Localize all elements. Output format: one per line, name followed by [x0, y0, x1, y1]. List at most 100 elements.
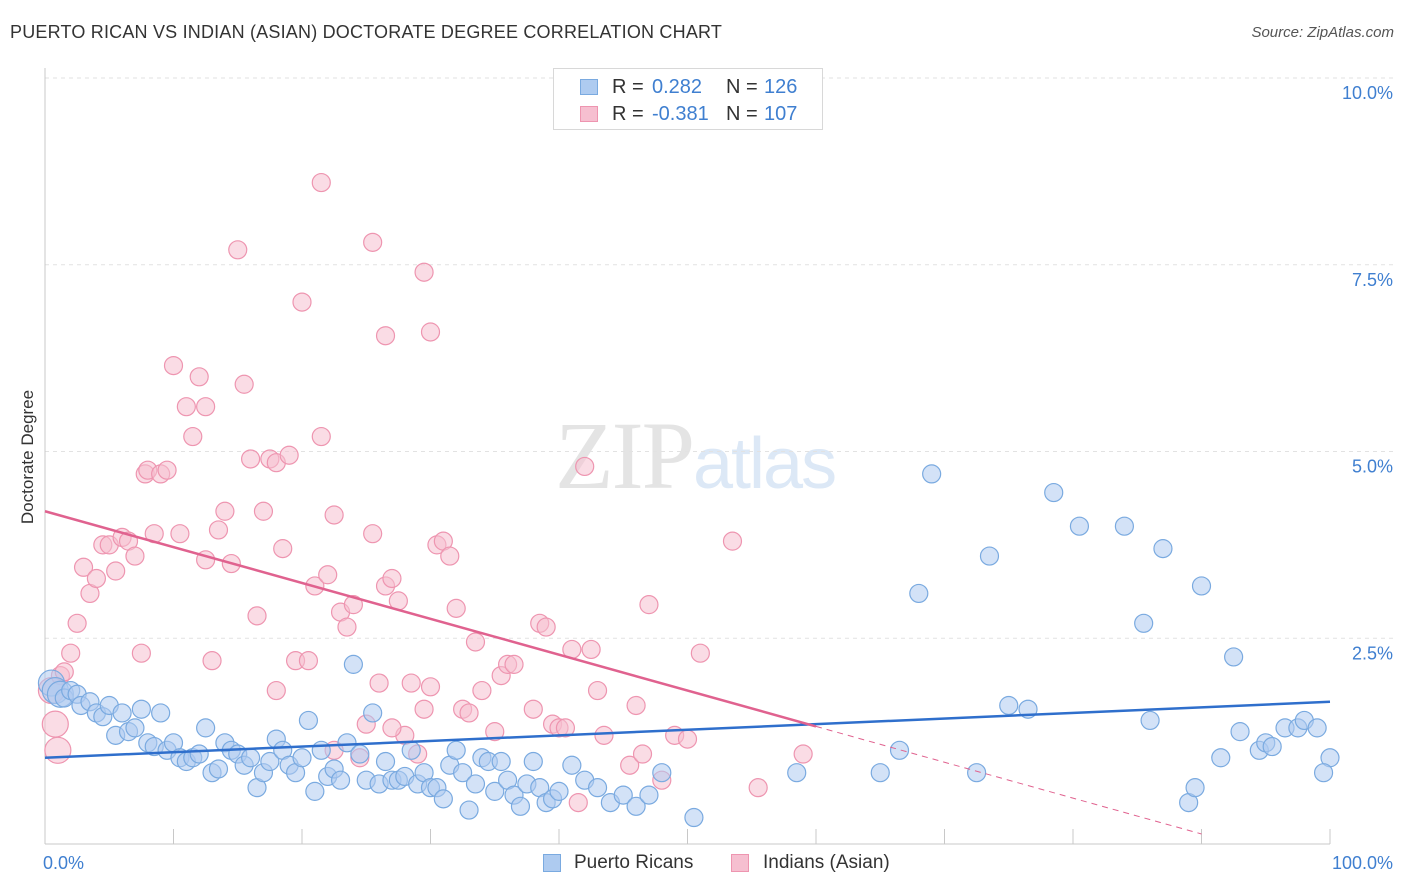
data-point: [260, 751, 280, 772]
data-point: [202, 651, 222, 671]
data-point: [465, 632, 486, 652]
data-point: [967, 763, 987, 783]
data-point: [684, 807, 704, 828]
data-point: [639, 785, 659, 805]
data-point: [1230, 722, 1250, 742]
data-point: [549, 781, 569, 801]
data-point: [196, 718, 216, 738]
watermark-zip: ZIP: [555, 402, 695, 509]
data-point: [382, 718, 402, 738]
trend-line-indians-asian-extension: [815, 725, 1202, 835]
data-point: [382, 568, 402, 589]
data-point: [363, 232, 383, 252]
data-point: [279, 445, 299, 465]
bottom-legend-swatch-blue: [543, 854, 561, 872]
data-point: [677, 729, 698, 749]
data-point: [889, 740, 910, 760]
data-point: [241, 449, 261, 469]
legend-n-label: N =: [726, 76, 758, 98]
data-point: [420, 677, 441, 697]
data-point: [1134, 613, 1154, 633]
data-point: [234, 374, 254, 394]
data-point: [131, 699, 151, 719]
data-point: [1153, 539, 1173, 559]
data-point: [157, 460, 177, 480]
data-point: [311, 740, 331, 760]
data-point: [318, 565, 338, 585]
data-point: [510, 796, 531, 816]
data-point: [1307, 718, 1327, 738]
axis-labels: 2.5% 5.0% 7.5% 10.0% 0.0% 100.0% Doctorate Deg…: [18, 83, 1393, 873]
data-point: [472, 680, 492, 701]
data-point: [106, 561, 126, 581]
legend-r-value: -0.381: [652, 103, 709, 125]
data-point: [337, 733, 357, 753]
data-point: [453, 763, 473, 783]
data-point: [61, 643, 81, 663]
data-point: [215, 501, 235, 521]
data-point: [568, 792, 588, 813]
data-point: [247, 606, 267, 626]
data-point: [112, 703, 132, 723]
data-point: [292, 292, 312, 312]
data-point: [375, 751, 396, 772]
data-point: [363, 703, 383, 723]
data-point: [1262, 736, 1282, 757]
legend-r-label: R =: [612, 103, 644, 125]
data-point: [1140, 710, 1160, 731]
data-point: [652, 763, 672, 783]
data-point: [73, 557, 94, 577]
data-point: [433, 789, 453, 809]
y-tick-label: 7.5%: [1352, 270, 1393, 290]
legend-box: R = 0.282 N = 126 R = -0.381 N = 107: [553, 68, 823, 130]
data-point: [594, 725, 614, 745]
data-point: [253, 501, 274, 521]
data-point: [337, 617, 357, 637]
data-point: [632, 744, 653, 764]
data-point: [86, 568, 107, 589]
legend-n-label: N =: [726, 103, 758, 125]
data-point: [1185, 778, 1205, 798]
watermark: ZIPatlas: [555, 400, 837, 511]
trend-line-puerto-ricans: [44, 700, 1331, 760]
data-point: [922, 464, 942, 484]
data-point: [459, 703, 479, 723]
data-point: [459, 800, 479, 820]
axes: [44, 68, 1331, 845]
data-point: [170, 524, 190, 544]
data-point: [311, 426, 331, 447]
data-point: [401, 673, 421, 693]
data-point: [620, 755, 640, 775]
data-point: [587, 680, 608, 701]
data-point: [67, 613, 87, 633]
legend-swatch-blue: [580, 79, 598, 95]
data-point: [131, 643, 151, 663]
data-point: [491, 751, 511, 772]
y-tick-label: 10.0%: [1342, 83, 1393, 103]
data-point: [196, 397, 216, 417]
data-point: [163, 355, 184, 376]
data-point: [485, 722, 505, 742]
data-point: [639, 595, 659, 615]
data-point: [722, 531, 743, 551]
trend-lines: [44, 510, 1331, 835]
data-point: [176, 397, 196, 417]
data-point: [787, 763, 807, 783]
data-point: [446, 598, 466, 618]
data-point: [536, 617, 556, 637]
x-tick-label: 0.0%: [43, 853, 84, 873]
data-point: [266, 680, 286, 701]
y-tick-label: 5.0%: [1352, 457, 1393, 477]
data-point: [793, 744, 813, 764]
data-point: [343, 654, 363, 674]
data-point: [298, 710, 319, 731]
data-point: [208, 759, 229, 779]
data-point: [125, 546, 145, 566]
data-point: [1069, 516, 1090, 536]
data-point: [183, 426, 203, 447]
data-point: [44, 736, 72, 764]
data-point: [228, 240, 248, 260]
data-point: [401, 740, 421, 760]
data-point: [420, 322, 441, 342]
bottom-legend-label: Puerto Ricans: [574, 852, 694, 873]
